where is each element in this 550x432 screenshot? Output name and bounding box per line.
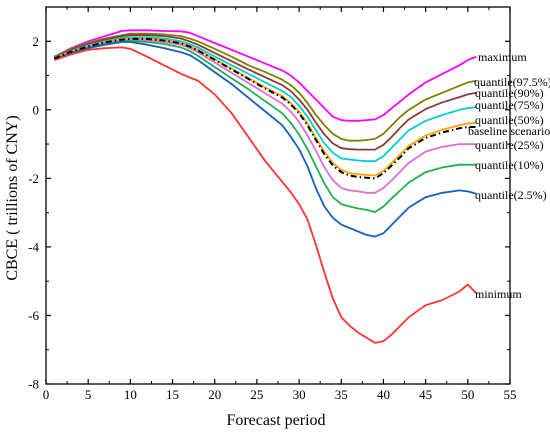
series-line-quantile-2-5- <box>54 41 477 238</box>
x-tick-label: 5 <box>85 387 92 402</box>
x-tick-label: 15 <box>166 387 179 402</box>
series-line-maximum <box>53 29 477 122</box>
y-tick-label: 2 <box>33 34 40 49</box>
series-label-maximum: maximum <box>478 50 527 64</box>
y-tick-label: -4 <box>28 239 39 254</box>
x-axis-title: Forecast period <box>226 412 325 429</box>
series-line-quantile-97-5- <box>54 32 477 142</box>
series-line-quantile-75- <box>54 36 477 163</box>
series-label-quantile-90-: quantile(90%) <box>475 86 544 100</box>
series-line-minimum <box>54 46 477 344</box>
x-tick-label: 25 <box>250 387 263 402</box>
x-tick-label: 45 <box>419 387 432 402</box>
series-label-quantile-50-: quantile(50%) <box>475 113 544 127</box>
series-line-quantile-25- <box>54 39 477 194</box>
x-tick-label: 50 <box>461 387 474 402</box>
series-labels: maximumquantile(97.5%)quantile(90%)quant… <box>468 50 550 301</box>
y-tick-label: 0 <box>33 102 40 117</box>
x-tick-label: 30 <box>293 387 306 402</box>
series-line-quantile-10- <box>54 40 477 213</box>
x-tick-label: 20 <box>208 387 221 402</box>
x-tick-label: 0 <box>43 387 50 402</box>
series-label-quantile-97-5-: quantile(97.5%) <box>474 75 550 89</box>
x-tick-label: 10 <box>124 387 137 402</box>
y-axis-title: CBCE ( trillions of CNY) <box>4 115 21 280</box>
y-tick-label: -2 <box>28 171 39 186</box>
series-line-quantile-90- <box>54 34 477 151</box>
series-line-baseline-scenario <box>54 37 477 180</box>
series-label-quantile-25-: quantile(25%) <box>475 138 544 152</box>
x-tick-label: 55 <box>504 387 517 402</box>
series-label-minimum: minimum <box>475 287 522 301</box>
series-label-quantile-75-: quantile(75%) <box>475 98 544 112</box>
plot-frame <box>45 6 511 385</box>
series-label-baseline-scenario: baseline scenario <box>468 124 550 138</box>
series-lines <box>53 29 477 344</box>
series-label-quantile-10-: quantile(10%) <box>475 158 544 172</box>
axes: 0 5 10 15 20 25 30 35 40 45 50 55 -8 -6 -4 -2 0 2 <box>28 6 517 402</box>
y-tick-label: -8 <box>28 377 39 392</box>
series-label-quantile-2-5-: quantile(2.5%) <box>475 188 547 202</box>
y-tick-label: -6 <box>28 308 39 323</box>
x-tick-label: 40 <box>377 387 390 402</box>
x-tick-label: 35 <box>335 387 348 402</box>
